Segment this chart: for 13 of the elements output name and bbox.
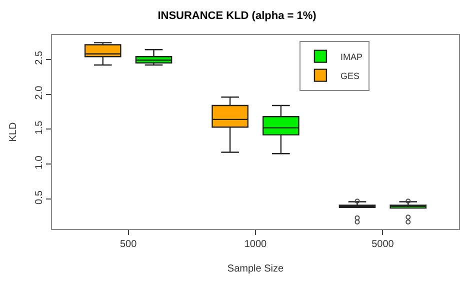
y-tick-label: 1.5: [34, 120, 45, 135]
x-tick-label: 500: [120, 239, 138, 250]
y-axis-title: KLD: [8, 122, 19, 142]
y-tick-label: 2.0: [34, 85, 45, 100]
y-tick-label: 2.5: [34, 50, 45, 65]
y-tick-label: 1.0: [34, 155, 45, 170]
legend-label: IMAP: [340, 52, 362, 62]
x-tick-label: 5000: [372, 239, 394, 250]
chart-title: INSURANCE KLD (alpha = 1%): [158, 10, 317, 22]
y-tick-label: 0.5: [34, 190, 45, 204]
x-axis-title: Sample Size: [227, 264, 284, 274]
x-tick-label: 1000: [244, 239, 268, 250]
legend-label: GES: [340, 70, 360, 81]
